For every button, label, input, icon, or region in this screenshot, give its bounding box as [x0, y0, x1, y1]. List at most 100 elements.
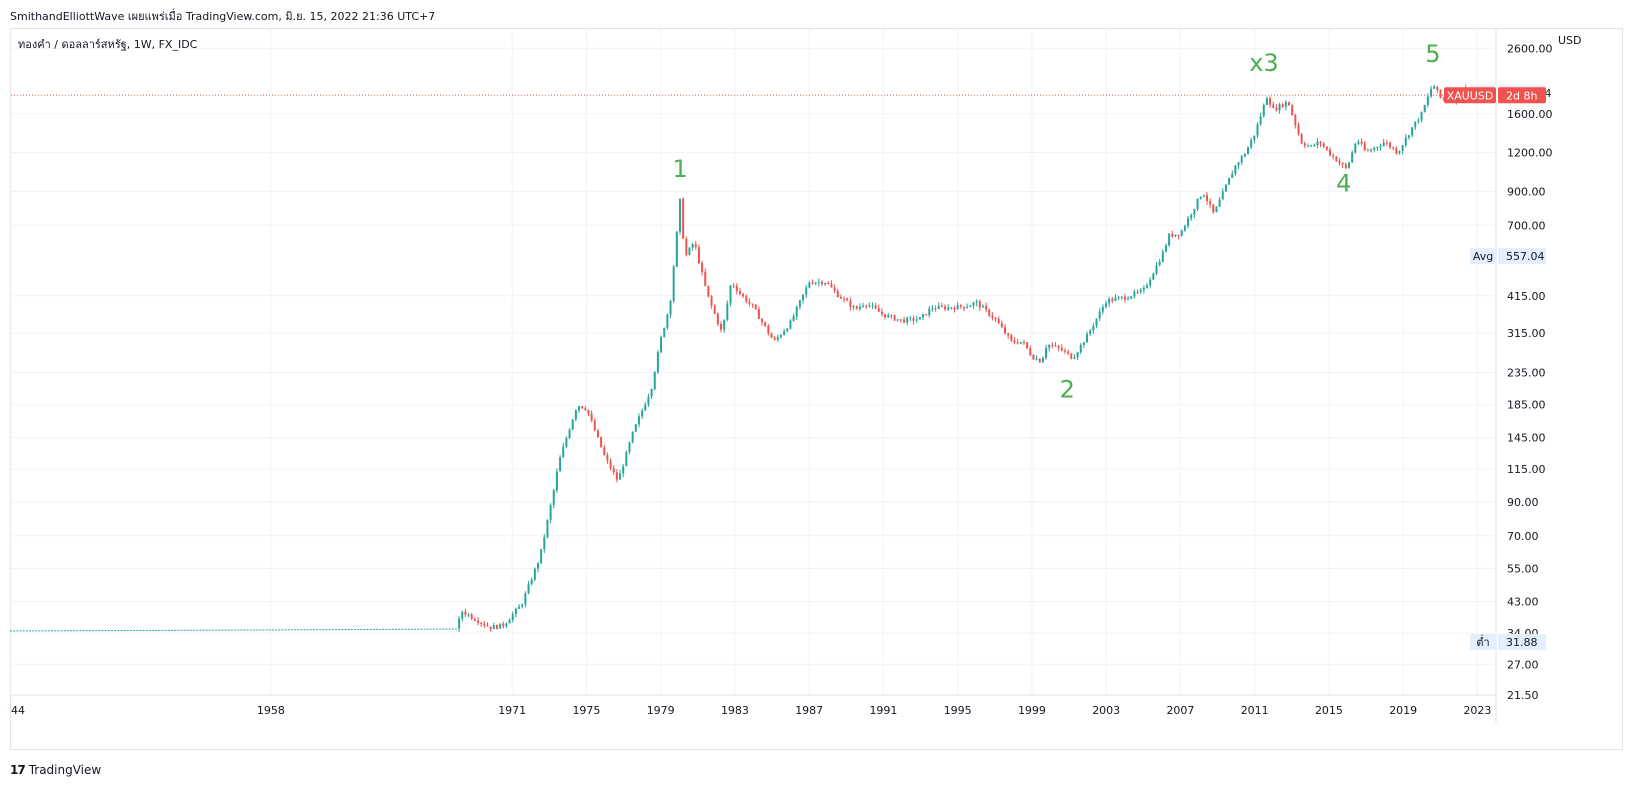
candle-body: [290, 629, 293, 631]
candle-body: [647, 396, 650, 405]
y-tick-label: 1200.00: [1507, 147, 1553, 160]
candle-body: [1228, 178, 1231, 185]
candle-body: [678, 198, 681, 232]
candle-body: [464, 611, 467, 615]
candle-body: [1426, 96, 1429, 106]
tradingview-logo[interactable]: 17 TradingView: [10, 763, 101, 777]
candle-body: [483, 623, 486, 626]
candle-body: [372, 628, 375, 630]
candle-body: [672, 266, 675, 301]
candle-body: [388, 628, 391, 630]
candle-body: [934, 308, 937, 310]
candle-body: [1045, 347, 1048, 358]
candle-body: [877, 308, 880, 312]
y-tick-label: 900.00: [1507, 185, 1546, 198]
candle-body: [1433, 86, 1436, 89]
candle-body: [805, 287, 808, 295]
candle-body: [713, 305, 716, 314]
candle-body: [956, 304, 959, 310]
candle-body: [221, 629, 224, 631]
candle-body: [69, 630, 72, 632]
candle-body: [495, 625, 498, 629]
candle-body: [158, 629, 161, 631]
candle-body: [1379, 145, 1382, 148]
candle-body: [1389, 142, 1392, 148]
candle-body: [1146, 285, 1149, 288]
candle-body: [88, 630, 91, 632]
candle-body: [997, 319, 1000, 324]
candle-body: [723, 319, 726, 330]
candle-body: [1310, 145, 1313, 147]
candle-body: [918, 317, 921, 320]
candle-body: [436, 628, 439, 630]
candle-body: [1338, 161, 1341, 163]
candle-body: [385, 628, 388, 630]
candle-body: [35, 630, 38, 632]
candle-body: [1079, 344, 1082, 353]
candle-body: [92, 630, 95, 632]
candle-body: [836, 290, 839, 298]
candle-body: [565, 437, 568, 447]
candle-body: [546, 519, 549, 538]
candle-body: [637, 416, 640, 425]
candle-body: [63, 630, 66, 632]
candle-body: [319, 629, 322, 631]
candle-body: [726, 303, 729, 320]
candle-body: [530, 579, 533, 585]
candle-body: [1382, 142, 1385, 146]
price-candles[interactable]: [10, 84, 1467, 632]
candle-body: [417, 628, 420, 630]
candle-body: [1041, 357, 1044, 363]
candle-body: [511, 614, 514, 620]
candle-body: [1105, 303, 1108, 308]
candle-body: [1360, 141, 1363, 144]
candle-body: [988, 309, 991, 316]
candle-body: [10, 630, 12, 632]
candle-body: [477, 620, 480, 623]
y-tick-label: 90.00: [1507, 496, 1539, 509]
candle-body: [543, 537, 546, 550]
candle-body: [369, 628, 372, 630]
candle-body: [615, 472, 618, 480]
candle-body: [1354, 143, 1357, 153]
y-tick-label: 235.00: [1507, 366, 1546, 379]
candle-body: [795, 306, 798, 317]
candle-body: [720, 323, 723, 330]
candle-body: [502, 623, 505, 627]
candle-body: [1376, 147, 1379, 149]
candle-body: [366, 628, 369, 630]
y-tick-label: 43.00: [1507, 596, 1539, 609]
candle-body: [1060, 347, 1063, 351]
candle-body: [773, 337, 776, 340]
candle-body: [1234, 165, 1237, 174]
x-tick-label: 1975: [572, 704, 600, 717]
candle-body: [240, 629, 243, 631]
candle-body: [783, 331, 786, 335]
candle-body: [284, 629, 287, 631]
candle-body: [394, 628, 397, 630]
candle-body: [1196, 198, 1199, 210]
candle-body: [1351, 152, 1354, 163]
candle-body: [600, 436, 603, 448]
candle-body: [1190, 214, 1193, 219]
candle-body: [275, 629, 278, 631]
x-tick-label: 1995: [944, 704, 972, 717]
candle-body: [1171, 233, 1174, 237]
candle-body: [521, 604, 524, 607]
candle-body: [499, 623, 502, 629]
candle-body: [1054, 345, 1057, 347]
candle-body: [208, 629, 211, 631]
candle-body: [287, 629, 290, 631]
candle-body: [732, 285, 735, 287]
candle-body: [155, 629, 158, 631]
candle-body: [423, 628, 426, 630]
candle-body: [1269, 98, 1272, 105]
candle-body: [729, 285, 732, 304]
candle-body: [1297, 125, 1300, 135]
candle-body: [360, 629, 363, 631]
candle-body: [1092, 325, 1095, 331]
candle-body: [1152, 273, 1155, 280]
candle-body: [1407, 135, 1410, 138]
y-tick-label: 21.50: [1507, 689, 1539, 702]
